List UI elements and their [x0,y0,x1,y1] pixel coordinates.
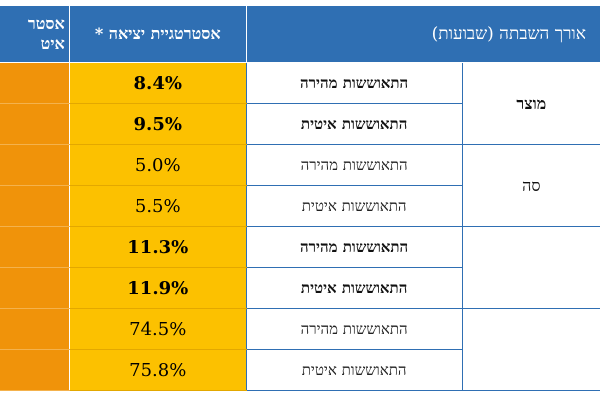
header-strategy-partial: אסטר איט [0,6,70,63]
category-cell: מוצר [462,62,600,145]
recovery-text: התאוששות איטית [301,196,407,215]
recovery-text: התאוששות איטית [300,278,408,297]
recovery-text: התאוששות מהירה [300,155,408,174]
header-row: אסטר איט אסטרטגיית יציאה * אורך השבתה (ש… [0,6,600,63]
table-row: 11.3% התאוששות מהירה [0,226,600,309]
recovery-text: התאוששות איטית [300,114,408,133]
partial-cell [0,62,70,104]
value-text: 5.0% [134,154,181,176]
table-row: 9.5% התאוששות איטית [0,103,600,145]
table-row: 8.4% התאוששות מהירה מוצר [0,62,600,145]
category-cell [462,226,600,309]
recovery-cell: התאוששות איטית [245,185,463,227]
strategy-table: אסטר איט אסטרטגיית יציאה * אורך השבתה (ש… [0,6,600,391]
recovery-cell: התאוששות מהירה [245,144,463,186]
value-cell: 74.5% [68,308,247,350]
category-cell: סה [462,144,600,227]
value-text: 75.8% [129,359,187,381]
header-strategy-exit: אסטרטגיית יציאה * [69,6,247,63]
table-row: 5.5% התאוששות איטית [0,185,600,227]
table-row: 5.0% התאוששות מהירה סה [0,144,600,227]
table-row: 74.5% התאוששות מהירה [0,308,600,391]
recovery-text: התאוששות מהירה [300,237,409,256]
value-text: 5.5% [134,195,181,217]
recovery-cell: התאוששות איטית [245,267,463,309]
value-text: 74.5% [129,318,187,340]
value-text: 11.9% [127,277,189,299]
partial-cell [0,226,70,268]
table-row: 75.8% התאוששות איטית [0,349,600,391]
partial-cell [0,267,70,309]
category-cell [462,308,600,391]
category-label: מוצר [516,93,547,113]
value-cell: 11.3% [68,226,247,268]
value-text: 9.5% [133,113,182,135]
partial-cell [0,185,70,227]
partial-cell [0,308,70,350]
recovery-text: התאוששות מהירה [300,319,408,338]
recovery-text: התאוששות מהירה [300,73,409,92]
recovery-cell: התאוששות איטית [245,103,463,145]
category-label: סה [522,175,541,195]
value-cell: 8.4% [68,62,247,104]
value-text: 11.3% [127,236,189,258]
header-duration: אורך השבתה (שבועות) [246,6,600,63]
partial-cell [0,103,70,145]
header-strategy-partial-text: אסטר איט [27,14,65,53]
value-cell: 9.5% [68,103,247,145]
recovery-cell: התאוששות מהירה [245,308,463,350]
value-cell: 5.5% [68,185,247,227]
header-strategy-exit-text: אסטרטגיית יציאה * [94,24,221,43]
partial-cell [0,144,70,186]
recovery-cell: התאוששות איטית [245,349,463,391]
value-cell: 5.0% [68,144,247,186]
table-row: 11.9% התאוששות איטית [0,267,600,309]
recovery-cell: התאוששות מהירה [245,62,463,104]
value-cell: 75.8% [68,349,247,391]
value-cell: 11.9% [68,267,247,309]
recovery-cell: התאוששות מהירה [245,226,463,268]
value-text: 8.4% [133,72,182,94]
partial-cell [0,349,70,391]
recovery-text: התאוששות איטית [301,360,407,379]
header-duration-text: אורך השבתה (שבועות) [431,24,586,44]
